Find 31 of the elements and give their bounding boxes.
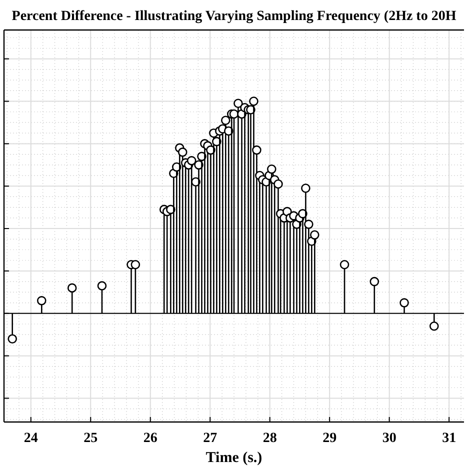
- chart-title: Percent Difference - Illustrating Varying Sampling Frequency (2Hz to 20H: [12, 9, 456, 24]
- point: [429, 321, 439, 331]
- point: [220, 116, 230, 126]
- point: [304, 220, 314, 229]
- x-tick-label: 24: [24, 431, 38, 446]
- x-tick-label: 31: [442, 431, 456, 446]
- point: [370, 276, 380, 286]
- point: [252, 145, 262, 155]
- point: [8, 334, 18, 344]
- point: [266, 164, 276, 174]
- point: [67, 283, 77, 293]
- point: [274, 179, 283, 189]
- x-tick-label: 26: [143, 431, 158, 446]
- x-tick-label: 28: [262, 431, 277, 446]
- point: [36, 296, 46, 306]
- point: [97, 281, 107, 290]
- point: [186, 156, 196, 166]
- x-axis-title: Time (s.): [206, 450, 262, 466]
- point: [301, 184, 310, 193]
- point: [400, 298, 409, 308]
- point: [310, 230, 320, 240]
- point: [130, 260, 140, 270]
- point: [178, 148, 188, 157]
- x-tick-label: 27: [203, 431, 218, 446]
- x-tick-label: 29: [322, 431, 337, 446]
- point: [234, 98, 243, 108]
- x-tick-label: 30: [382, 431, 396, 446]
- point: [229, 109, 239, 119]
- point: [340, 260, 350, 270]
- point: [249, 96, 258, 106]
- x-tick-label: 25: [84, 431, 98, 446]
